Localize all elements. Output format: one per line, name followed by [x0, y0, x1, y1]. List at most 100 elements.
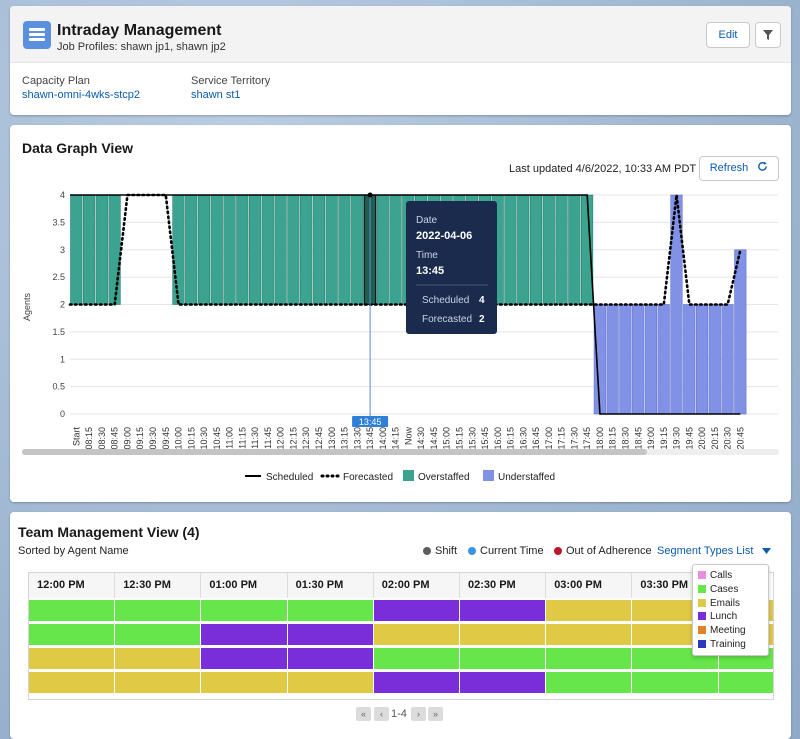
capacity-plan-link[interactable]: shawn-omni-4wks-stcp2 — [22, 89, 140, 101]
legend-label: Overstaffed — [418, 472, 470, 483]
y-tick-label: 0.5 — [52, 382, 65, 392]
timeline-segment[interactable] — [546, 648, 633, 669]
timeline-segment[interactable] — [115, 648, 202, 669]
x-tick-label: 12:00 — [276, 427, 286, 450]
service-territory-link[interactable]: shawn st1 — [191, 89, 241, 101]
timeline-segment[interactable] — [373, 648, 460, 669]
team-title: Team Management View (4) — [18, 524, 200, 540]
legend-swatch — [403, 470, 414, 481]
timeline-segment[interactable] — [373, 672, 460, 693]
tooltip-text: Forecasted — [422, 314, 472, 325]
timeline-segment[interactable] — [29, 600, 116, 621]
y-tick-label: 1.5 — [52, 327, 65, 337]
header-card: Intraday Management Job Profiles: shawn … — [10, 6, 791, 115]
x-tick-label: 18:45 — [633, 427, 643, 450]
legend-current-time: Current Time — [468, 545, 544, 557]
edit-button[interactable]: Edit — [706, 22, 750, 48]
tooltip-text: 4 — [479, 295, 485, 306]
timeline-segment[interactable] — [29, 648, 116, 669]
understaffed-bar — [632, 304, 645, 415]
overstaffed-bar — [172, 194, 185, 305]
legend-label: Scheduled — [266, 472, 313, 483]
x-tick-label: 11:45 — [263, 427, 273, 449]
timeline-segment[interactable] — [287, 600, 374, 621]
segment-type-item: Meeting — [698, 625, 746, 636]
app-list-icon — [23, 21, 51, 49]
timeline-segment[interactable] — [29, 624, 116, 645]
tooltip-text: Scheduled — [422, 295, 469, 306]
overstaffed-bar — [210, 194, 223, 305]
x-tick-label: 16:00 — [493, 427, 503, 450]
segment-type-item: Lunch — [698, 611, 737, 622]
shift-dot-icon — [423, 547, 431, 555]
x-tick-label: 12:15 — [288, 427, 298, 450]
timeline-segment[interactable] — [632, 672, 719, 693]
timeline-segment[interactable] — [546, 624, 633, 645]
chevron-down-icon — [762, 548, 772, 554]
x-tick-label: 11:15 — [237, 427, 247, 449]
next-page-button[interactable]: › — [411, 707, 426, 721]
page-title: Intraday Management — [57, 22, 222, 39]
timeline-segment[interactable] — [115, 624, 202, 645]
timeline-segment[interactable] — [718, 672, 773, 693]
x-tick-label: 20:15 — [710, 427, 720, 450]
timeline-segment[interactable] — [460, 648, 547, 669]
x-tick-label: Now — [403, 427, 413, 446]
segment-color-swatch — [698, 626, 706, 635]
x-tick-label: 15:30 — [467, 427, 477, 450]
x-tick-label: 19:00 — [646, 427, 656, 450]
overstaffed-bar — [542, 194, 555, 305]
x-tick-label: 13:00 — [327, 427, 337, 450]
y-tick-label: 0 — [60, 409, 65, 419]
timeline-segment[interactable] — [201, 600, 288, 621]
timeline-segment[interactable] — [287, 624, 374, 645]
legend-swatch — [483, 470, 494, 481]
x-tick-label: 13:30 — [352, 427, 362, 450]
graph-title: Data Graph View — [22, 140, 134, 156]
timeline-segment[interactable] — [460, 672, 547, 693]
timeline-segment[interactable] — [201, 672, 288, 693]
x-tick-label: 13:45 — [365, 427, 375, 450]
timeline-segment[interactable] — [373, 624, 460, 645]
agent-timeline: 12:00 PM 12:30 PM 01:00 PM 01:30 PM 02:00 PM… — [28, 572, 774, 700]
filter-icon — [763, 30, 773, 40]
x-tick-label: 17:15 — [557, 427, 567, 450]
first-page-button[interactable]: « — [356, 707, 371, 721]
prev-page-button[interactable]: ‹ — [374, 707, 389, 721]
filter-button[interactable] — [755, 22, 781, 48]
timeline-segment[interactable] — [115, 672, 202, 693]
understaffed-bar — [708, 304, 721, 415]
segment-color-swatch — [698, 612, 706, 621]
overstaffed-bar — [300, 194, 313, 305]
timeline-segment[interactable] — [460, 600, 547, 621]
segment-type-item: Calls — [698, 570, 732, 581]
timeline-segment[interactable] — [201, 648, 288, 669]
x-tick-label: 18:15 — [608, 427, 618, 450]
segment-types-dropdown[interactable]: Segment Types List — [657, 545, 772, 557]
x-tick-label: 09:15 — [135, 427, 145, 450]
x-tick-label: 16:45 — [531, 427, 541, 450]
timeline-segment[interactable] — [115, 600, 202, 621]
y-tick-label: 3.5 — [52, 217, 65, 227]
last-page-button[interactable]: » — [428, 707, 443, 721]
timeline-segment[interactable] — [287, 648, 374, 669]
overstaffed-bar — [555, 194, 568, 305]
x-tick-label: 18:00 — [595, 427, 605, 450]
tooltip-text: 2022-04-06 — [416, 230, 472, 242]
timeline-segment[interactable] — [546, 600, 633, 621]
timeline-segment[interactable] — [460, 624, 547, 645]
x-tick-label: 20:45 — [735, 427, 745, 450]
overstaffed-bar — [338, 194, 351, 305]
tooltip-text: Date — [416, 215, 438, 226]
timeline-segment[interactable] — [546, 672, 633, 693]
timeline-segment[interactable] — [287, 672, 374, 693]
timeline-segment[interactable] — [201, 624, 288, 645]
timeline-segment[interactable] — [373, 600, 460, 621]
timeline-segment[interactable] — [29, 672, 116, 693]
understaffed-bar — [644, 304, 658, 415]
chart-tooltip — [406, 201, 497, 334]
overstaffed-bar — [108, 194, 121, 305]
scheduled-line — [70, 194, 741, 415]
refresh-button[interactable]: Refresh — [699, 156, 779, 181]
overstaffed-bar — [568, 194, 581, 305]
